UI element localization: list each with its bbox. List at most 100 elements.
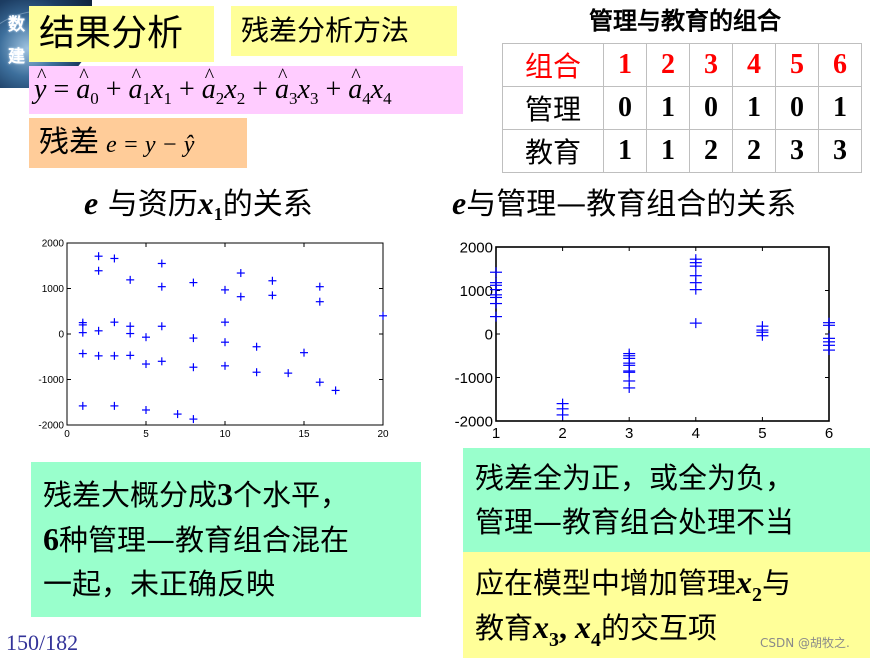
left-chart-points — [78, 252, 387, 424]
plus-marker — [221, 285, 229, 294]
right-chart-title: e与管理—教育组合的关系 — [452, 185, 797, 222]
plus-marker — [689, 318, 702, 329]
plus-marker — [556, 409, 569, 420]
plus-marker — [94, 252, 103, 261]
cell: 1 — [818, 86, 862, 130]
svg-text:2: 2 — [558, 425, 566, 442]
plus-marker — [110, 318, 119, 327]
svg-text:0: 0 — [64, 429, 70, 440]
svg-text:1000: 1000 — [42, 284, 65, 295]
plus-marker — [94, 351, 103, 360]
plus-marker — [756, 330, 769, 341]
plus-marker — [252, 342, 261, 351]
residual-definition: 残差 e = y − ŷ — [29, 118, 247, 168]
plus-marker — [126, 329, 135, 338]
plus-marker — [331, 386, 340, 395]
row-label: 教育 — [502, 129, 604, 173]
svg-text:0: 0 — [58, 330, 64, 341]
combo-col: 1 — [603, 43, 647, 87]
svg-text:-2000: -2000 — [38, 421, 64, 432]
svg-text:10: 10 — [219, 429, 231, 440]
svg-text:-2000: -2000 — [455, 413, 493, 430]
combo-col: 3 — [689, 43, 733, 87]
plus-marker — [221, 361, 229, 370]
plus-marker — [126, 322, 135, 331]
plus-marker — [300, 348, 308, 357]
residual-formula: e = y − ŷ — [106, 132, 195, 158]
plus-marker — [126, 275, 135, 284]
combo-col: 4 — [732, 43, 776, 87]
plus-marker — [78, 349, 87, 358]
svg-text:5: 5 — [758, 425, 766, 442]
page-number: 150/182 — [6, 630, 79, 655]
svg-text:2000: 2000 — [460, 239, 493, 256]
plus-marker — [157, 322, 166, 331]
note-sign-pattern: 残差全为正，或全为负， 管理—教育组合处理不当 — [463, 448, 870, 552]
plus-marker — [78, 328, 87, 337]
svg-text:5: 5 — [143, 429, 149, 440]
plus-marker — [236, 292, 245, 301]
plus-marker — [157, 357, 166, 366]
svg-text:-1000: -1000 — [38, 375, 64, 386]
plus-marker — [689, 261, 702, 272]
cell: 3 — [775, 129, 819, 173]
slide-title: 结果分析 — [29, 6, 214, 62]
plus-marker — [221, 338, 229, 347]
plus-marker — [315, 282, 324, 291]
note-interaction-term: 应在模型中增加管理x2与 教育x3, x4的交互项 — [463, 552, 870, 658]
residual-vs-combo-chart: 1 2 3 4 5 6 2000 1000 0 -1000 -2000 — [455, 239, 835, 442]
plus-marker — [268, 291, 277, 300]
cell: 1 — [732, 86, 776, 130]
svg-text:4: 4 — [692, 425, 700, 442]
combo-table: 组合 1 2 3 4 5 6 管理 0 1 0 1 0 1 教育 1 1 2 2… — [502, 43, 862, 173]
combo-table-title: 管理与教育的组合 — [589, 7, 781, 35]
right-chart-axes: 1 2 3 4 5 6 2000 1000 0 -1000 -2000 — [455, 239, 834, 442]
svg-text:2000: 2000 — [42, 239, 65, 250]
plus-marker — [110, 351, 119, 360]
plus-marker — [379, 311, 387, 320]
cell: 2 — [732, 129, 776, 173]
plus-marker — [173, 410, 182, 419]
logo-char-2: 建 — [8, 47, 25, 67]
combo-table-header-row: 组合 1 2 3 4 5 6 — [502, 43, 862, 87]
cell: 3 — [818, 129, 862, 173]
plus-marker — [110, 401, 119, 410]
plus-marker — [189, 334, 198, 343]
plus-marker — [142, 360, 150, 369]
plus-marker — [221, 318, 229, 327]
svg-text:3: 3 — [625, 425, 633, 442]
left-chart-title: e 与资历x1的关系 — [84, 185, 313, 224]
svg-text:1: 1 — [492, 425, 500, 442]
plus-marker — [157, 282, 166, 291]
plus-marker — [490, 298, 502, 309]
cell: 1 — [603, 129, 647, 173]
plus-marker — [110, 254, 119, 263]
residual-vs-experience-chart: 0 5 10 15 20 2000 1000 0 -1000 -2000 — [38, 239, 389, 441]
plus-marker — [157, 259, 166, 268]
row-label: 管理 — [502, 86, 604, 130]
plus-marker — [315, 297, 324, 306]
cell: 0 — [689, 86, 733, 130]
combo-col: 2 — [646, 43, 690, 87]
svg-text:20: 20 — [377, 429, 389, 440]
plus-marker — [268, 276, 277, 285]
svg-text:-1000: -1000 — [455, 370, 493, 387]
plus-marker — [623, 382, 636, 393]
cell: 0 — [603, 86, 647, 130]
cell: 0 — [775, 86, 819, 130]
plus-marker — [189, 415, 198, 424]
plus-marker — [94, 326, 103, 335]
plus-marker — [490, 267, 502, 278]
plus-marker — [189, 278, 198, 287]
svg-text:1000: 1000 — [460, 283, 493, 300]
plus-marker — [689, 284, 702, 295]
plus-marker — [823, 345, 835, 356]
plus-marker — [126, 351, 135, 360]
svg-text:15: 15 — [298, 429, 310, 440]
combo-table-row-education: 教育 1 1 2 2 3 3 — [502, 129, 862, 173]
plus-marker — [284, 369, 293, 378]
plus-marker — [78, 401, 87, 410]
svg-text:0: 0 — [485, 326, 493, 343]
slide-subtitle: 残差分析方法 — [231, 6, 457, 56]
plus-marker — [78, 320, 87, 329]
